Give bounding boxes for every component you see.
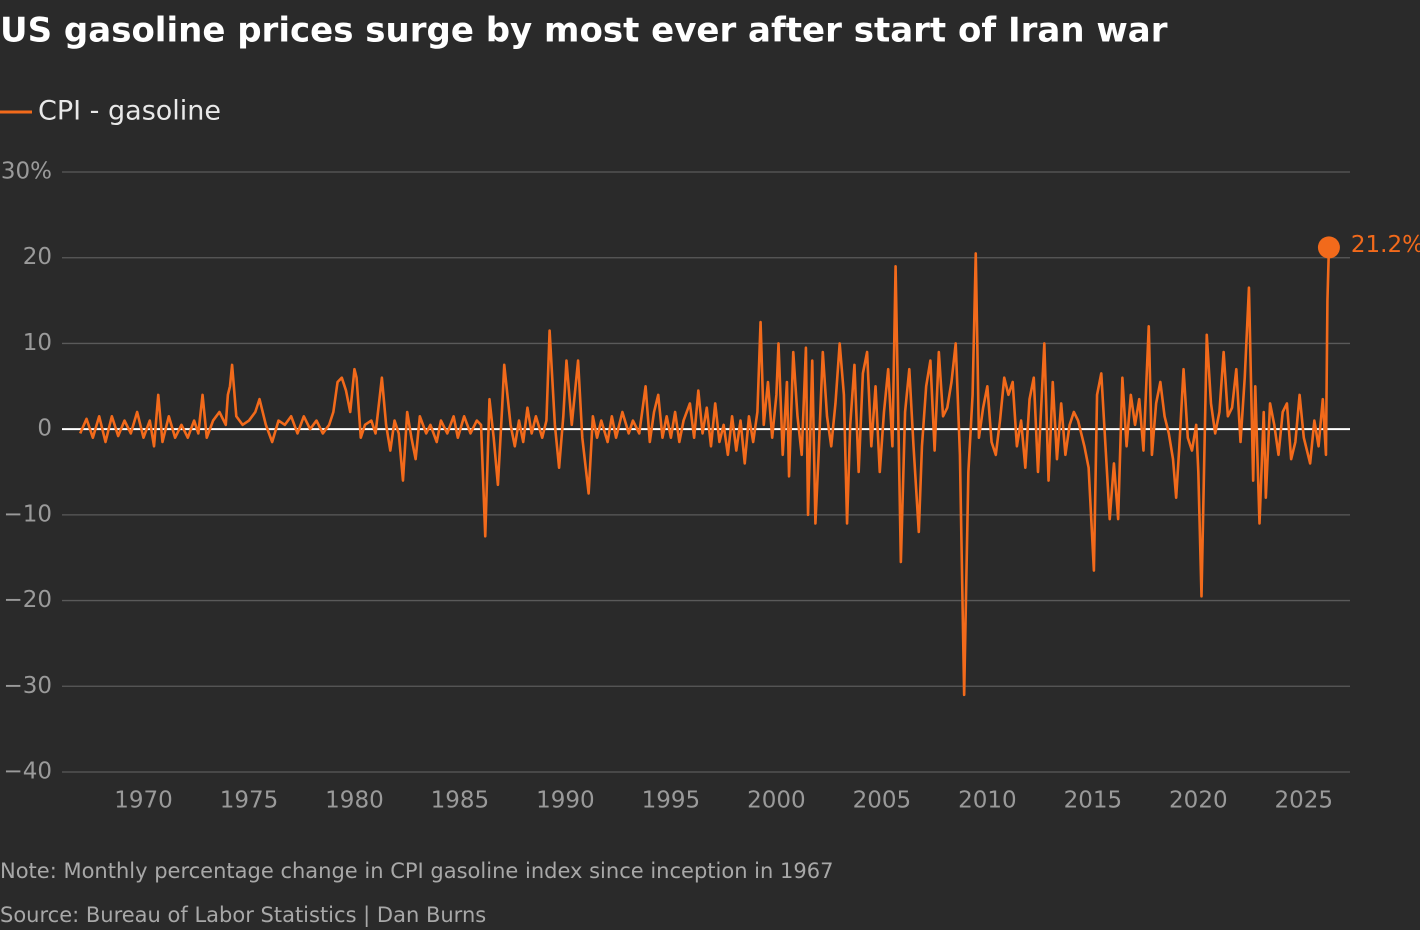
x-tick-label: 1980 [325,788,384,814]
chart-note: Note: Monthly percentage change in CPI g… [0,859,833,883]
y-tick-label: 30% [1,159,52,185]
grid: −40 −30 −20 −10 0 10 20 30% [1,159,1350,785]
x-tick-label: 2020 [1169,788,1228,814]
x-tick-label: 2015 [1064,788,1123,814]
x-tick-label: 1995 [642,788,701,814]
y-tick-label: −10 [3,501,52,527]
chart-source: Source: Bureau of Labor Statistics | Dan… [0,903,486,928]
y-tick-label: 0 [37,416,52,442]
x-tick-label: 2000 [747,788,806,814]
x-tick-label: 2005 [853,788,912,814]
x-tick-label: 2010 [958,788,1017,814]
y-tick-label: 10 [23,330,52,356]
end-label: 21.2% [1351,232,1420,258]
x-tick-label: 1985 [431,788,490,814]
plot-area [78,236,1340,697]
end-point [1317,236,1340,259]
y-tick-label: −20 [3,587,52,613]
series-line [78,247,1331,697]
legend-label: CPI - gasoline [38,96,221,127]
x-tick-label: 1975 [220,788,279,814]
x-tick-label: 1990 [536,788,595,814]
y-tick-label: 20 [23,244,52,270]
x-tick-label: 2025 [1275,788,1334,814]
x-tick-label: 1970 [114,788,173,814]
chart-title: US gasoline prices surge by most ever af… [0,11,1168,51]
y-tick-label: −40 [3,759,52,785]
y-tick-label: −30 [3,673,52,699]
